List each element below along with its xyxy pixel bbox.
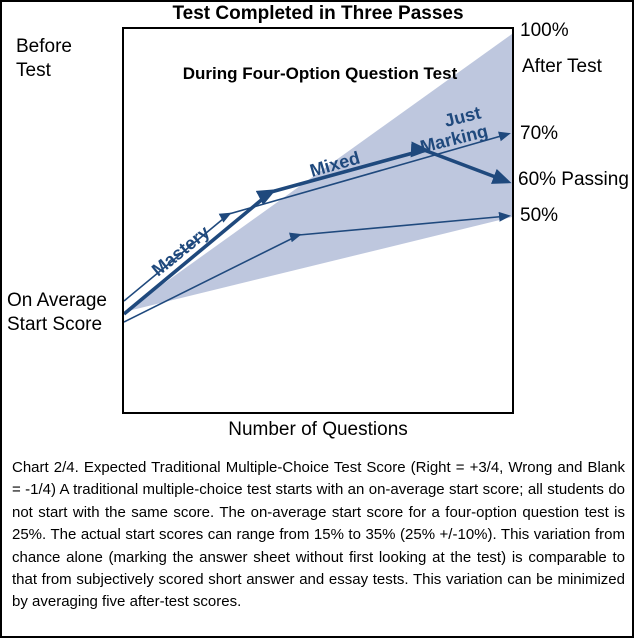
right-axis-label-50: 50% (520, 205, 559, 226)
expected-score-line (122, 141, 512, 316)
x-axis-label: Number of Questions (228, 419, 408, 440)
figure-caption: Chart 2/4. Expected Traditional Multiple… (12, 459, 625, 611)
right-axis-label-100: 100% (520, 20, 569, 41)
chart-canvas: During Four-Option Question Test Mastery… (122, 34, 512, 323)
start-score-label: On Average Start Score (7, 290, 108, 335)
chart-plot-area: During Four-Option Question Test Mastery… (122, 27, 514, 414)
during-test-label: During Four-Option Question Test (183, 64, 458, 83)
before-test-label: Before Test (16, 36, 72, 81)
right-axis-label-70: 70% (520, 123, 559, 144)
after-test-label: After Test (522, 56, 602, 77)
lower-bound-line (123, 211, 511, 323)
right-axis-label-60-passing: 60% Passing (518, 169, 629, 190)
chart-title: Test Completed in Three Passes (172, 3, 464, 24)
